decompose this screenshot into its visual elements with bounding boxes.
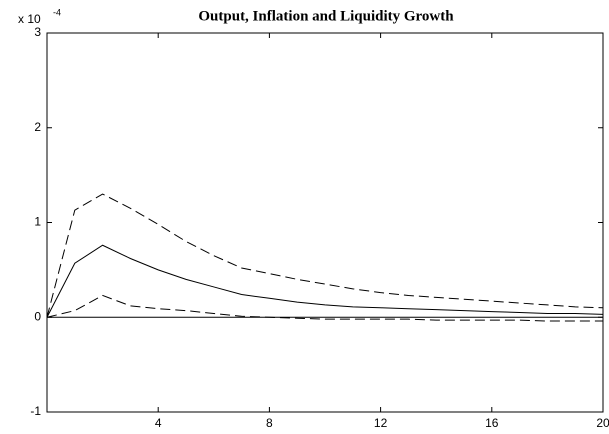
y-tick-label: -1 <box>30 404 41 418</box>
x-tick-label: 8 <box>266 416 273 430</box>
x-tick-label: 12 <box>374 416 388 430</box>
series-line <box>46 244 604 318</box>
y-tick-label: 0 <box>34 309 41 323</box>
chart-title: Output, Inflation and Liquidity Growth <box>198 8 454 24</box>
y-multiplier: x 10 <box>18 12 41 26</box>
x-tick-label: 16 <box>485 416 499 430</box>
y-tick-label: 3 <box>34 25 41 39</box>
y-tick-label: 2 <box>34 120 41 134</box>
series-line <box>46 294 603 322</box>
x-tick-label: 20 <box>596 416 609 430</box>
series-line <box>46 193 604 318</box>
x-tick-label: 4 <box>155 416 162 430</box>
y-multiplier-exponent: -4 <box>53 7 61 17</box>
plot-frame <box>46 32 604 413</box>
y-tick-label: 1 <box>34 215 41 229</box>
